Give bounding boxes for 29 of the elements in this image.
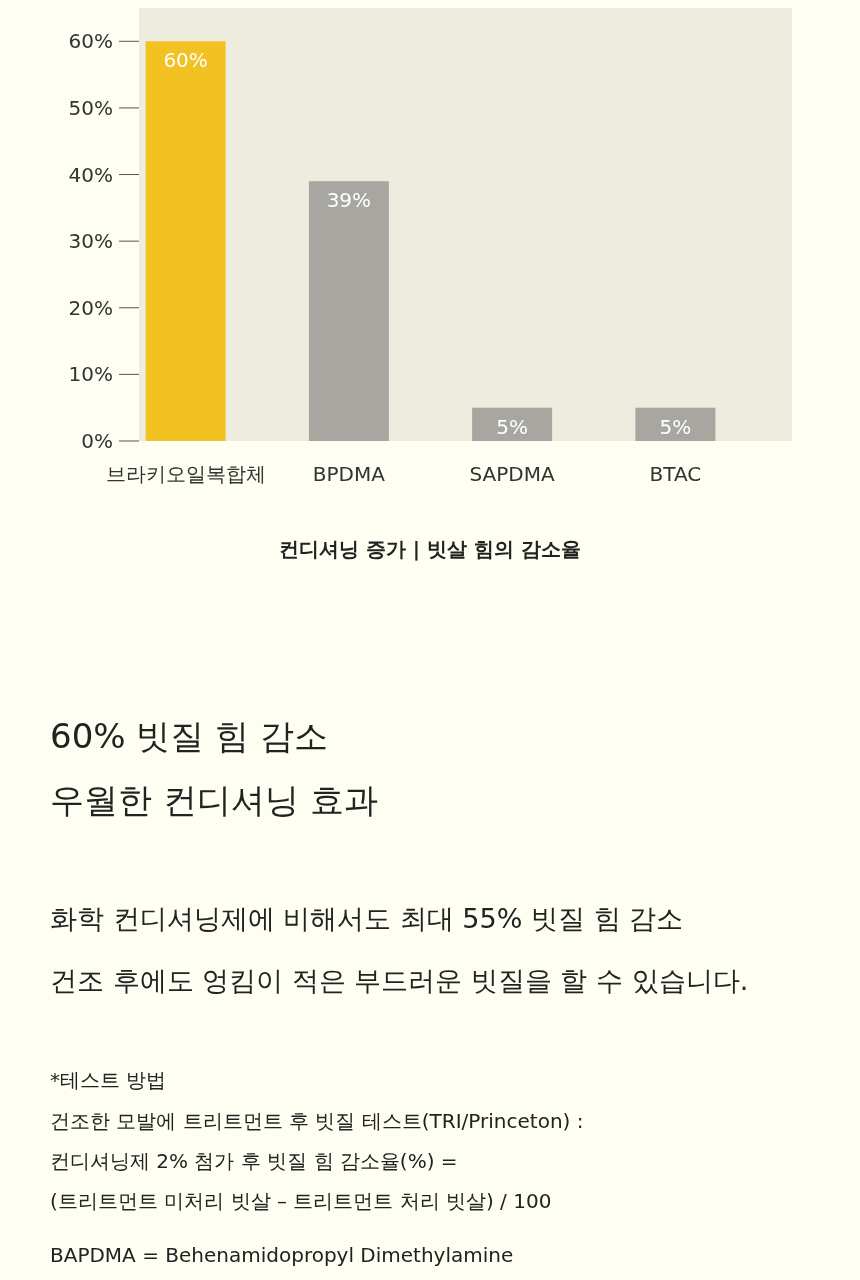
y-tick-label: 10%	[68, 362, 113, 387]
y-tick-label: 30%	[68, 229, 113, 254]
data-label: 5%	[496, 414, 528, 439]
bar	[472, 407, 553, 441]
y-tick-label: 60%	[68, 29, 113, 54]
text: 화학 컨디셔닝제에 비해서도 최대 55% 빗질 힘 감소	[50, 903, 684, 934]
text: 건조 후에도 엉킴이 적은 부드러운 빗질을 할 수 있습니다.	[50, 965, 749, 996]
text: 컨디셔닝제 2% 첨가 후 빗질 힘 감소율(%) =	[50, 1149, 458, 1173]
bar	[635, 407, 716, 441]
y-tick-label: 50%	[68, 95, 113, 120]
data-label: 60%	[163, 48, 208, 73]
y-tick-label: 0%	[81, 429, 113, 453]
bar	[308, 181, 389, 441]
text: 우월한 컨디셔닝 효과	[50, 780, 378, 820]
y-tick-label: 20%	[68, 295, 113, 320]
x-axis-title: 컨디셔닝 증가 | 빗살 힘의 감소율	[278, 537, 582, 561]
text: 60% 빗질 힘 감소	[50, 716, 328, 756]
x-tick-label: BTAC	[649, 462, 702, 486]
data-label: 39%	[326, 188, 372, 213]
x-tick-label: 브라키오일복합체	[105, 462, 266, 486]
x-tick-label: SAPDMA	[469, 462, 556, 486]
text: (트리트먼트 미처리 빗살 – 트리트먼트 처리 빗살) / 100	[50, 1189, 552, 1213]
text: *테스트 방법	[50, 1068, 167, 1092]
bar	[145, 41, 226, 441]
y-tick-label: 40%	[68, 162, 113, 187]
text: 건조한 모발에 트리트먼트 후 빗질 테스트(TRI/Princeton) :	[50, 1109, 584, 1133]
text: BAPDMA = Behenamidopropyl Dimethylamine	[50, 1243, 514, 1267]
x-tick-label: BPDMA	[312, 462, 386, 486]
data-label: 5%	[659, 414, 692, 439]
